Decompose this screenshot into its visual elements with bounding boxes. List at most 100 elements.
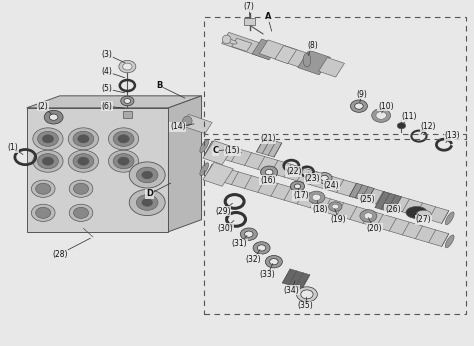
Text: A: A: [264, 12, 271, 21]
Circle shape: [355, 103, 363, 109]
Circle shape: [44, 110, 63, 124]
Polygon shape: [283, 269, 310, 289]
Circle shape: [360, 210, 377, 222]
Text: (18): (18): [312, 205, 328, 214]
Circle shape: [301, 290, 313, 299]
Text: (16): (16): [260, 176, 275, 185]
Text: (19): (19): [331, 215, 346, 224]
Circle shape: [350, 100, 367, 112]
Circle shape: [123, 63, 132, 70]
Text: (2): (2): [38, 102, 49, 111]
Ellipse shape: [200, 140, 209, 153]
Circle shape: [137, 167, 158, 183]
Circle shape: [118, 135, 129, 143]
Text: (20): (20): [366, 224, 382, 233]
Circle shape: [265, 255, 283, 268]
Circle shape: [31, 204, 55, 221]
Circle shape: [270, 258, 278, 265]
Text: (23): (23): [305, 174, 320, 183]
Circle shape: [73, 154, 94, 169]
Text: (32): (32): [246, 255, 261, 264]
Circle shape: [320, 175, 328, 181]
Text: (3): (3): [101, 50, 112, 59]
Circle shape: [33, 128, 63, 150]
Text: (24): (24): [324, 181, 339, 190]
Polygon shape: [203, 140, 233, 165]
Circle shape: [42, 135, 54, 143]
FancyBboxPatch shape: [244, 18, 255, 25]
Ellipse shape: [200, 163, 209, 176]
Circle shape: [73, 183, 89, 194]
FancyBboxPatch shape: [123, 111, 132, 118]
Circle shape: [328, 202, 342, 211]
Text: (1): (1): [7, 143, 18, 152]
Text: (30): (30): [217, 224, 233, 233]
Circle shape: [42, 157, 54, 165]
Polygon shape: [256, 138, 282, 157]
Text: (4): (4): [101, 67, 112, 76]
Polygon shape: [298, 50, 330, 75]
Circle shape: [129, 162, 165, 188]
Polygon shape: [27, 108, 168, 232]
Polygon shape: [205, 164, 449, 246]
Circle shape: [113, 131, 134, 146]
Circle shape: [49, 114, 58, 120]
Text: (28): (28): [52, 249, 67, 258]
Circle shape: [265, 170, 273, 175]
Text: (27): (27): [416, 215, 431, 224]
Text: (31): (31): [232, 239, 247, 248]
Text: (13): (13): [444, 131, 460, 140]
Circle shape: [372, 109, 391, 122]
Polygon shape: [205, 141, 449, 224]
Circle shape: [109, 150, 139, 172]
Circle shape: [37, 154, 58, 169]
Circle shape: [312, 194, 320, 200]
Polygon shape: [252, 39, 279, 60]
Circle shape: [119, 61, 136, 73]
Circle shape: [245, 231, 253, 237]
Polygon shape: [27, 96, 201, 108]
Text: (7): (7): [243, 2, 254, 11]
Text: (22): (22): [286, 167, 301, 176]
Polygon shape: [275, 45, 297, 64]
Text: (21): (21): [260, 134, 275, 143]
Circle shape: [137, 195, 158, 210]
Ellipse shape: [222, 35, 231, 44]
Circle shape: [291, 181, 305, 191]
Polygon shape: [259, 40, 328, 74]
Circle shape: [317, 173, 332, 184]
Text: (33): (33): [260, 270, 275, 279]
Circle shape: [124, 99, 131, 103]
Circle shape: [69, 180, 93, 197]
Text: (35): (35): [298, 301, 313, 310]
Circle shape: [261, 166, 278, 179]
Circle shape: [257, 245, 266, 251]
Circle shape: [376, 112, 386, 119]
Circle shape: [240, 228, 257, 240]
Text: (10): (10): [378, 102, 394, 111]
Text: (29): (29): [215, 207, 231, 216]
Ellipse shape: [445, 235, 454, 248]
Circle shape: [129, 189, 165, 216]
Text: (5): (5): [101, 84, 112, 93]
Circle shape: [109, 128, 139, 150]
Polygon shape: [168, 96, 201, 232]
Ellipse shape: [416, 210, 431, 219]
Polygon shape: [182, 115, 212, 134]
Polygon shape: [232, 38, 252, 52]
Polygon shape: [222, 32, 276, 60]
Ellipse shape: [445, 212, 454, 225]
Circle shape: [73, 131, 94, 146]
Circle shape: [113, 154, 134, 169]
Text: B: B: [156, 81, 162, 90]
Circle shape: [142, 199, 153, 207]
Polygon shape: [319, 57, 345, 77]
Polygon shape: [349, 183, 374, 201]
Polygon shape: [375, 192, 401, 213]
Circle shape: [121, 96, 134, 106]
Circle shape: [78, 157, 89, 165]
Text: C: C: [213, 146, 219, 155]
Text: (26): (26): [385, 205, 401, 214]
Circle shape: [253, 242, 270, 254]
Text: (34): (34): [283, 286, 299, 295]
